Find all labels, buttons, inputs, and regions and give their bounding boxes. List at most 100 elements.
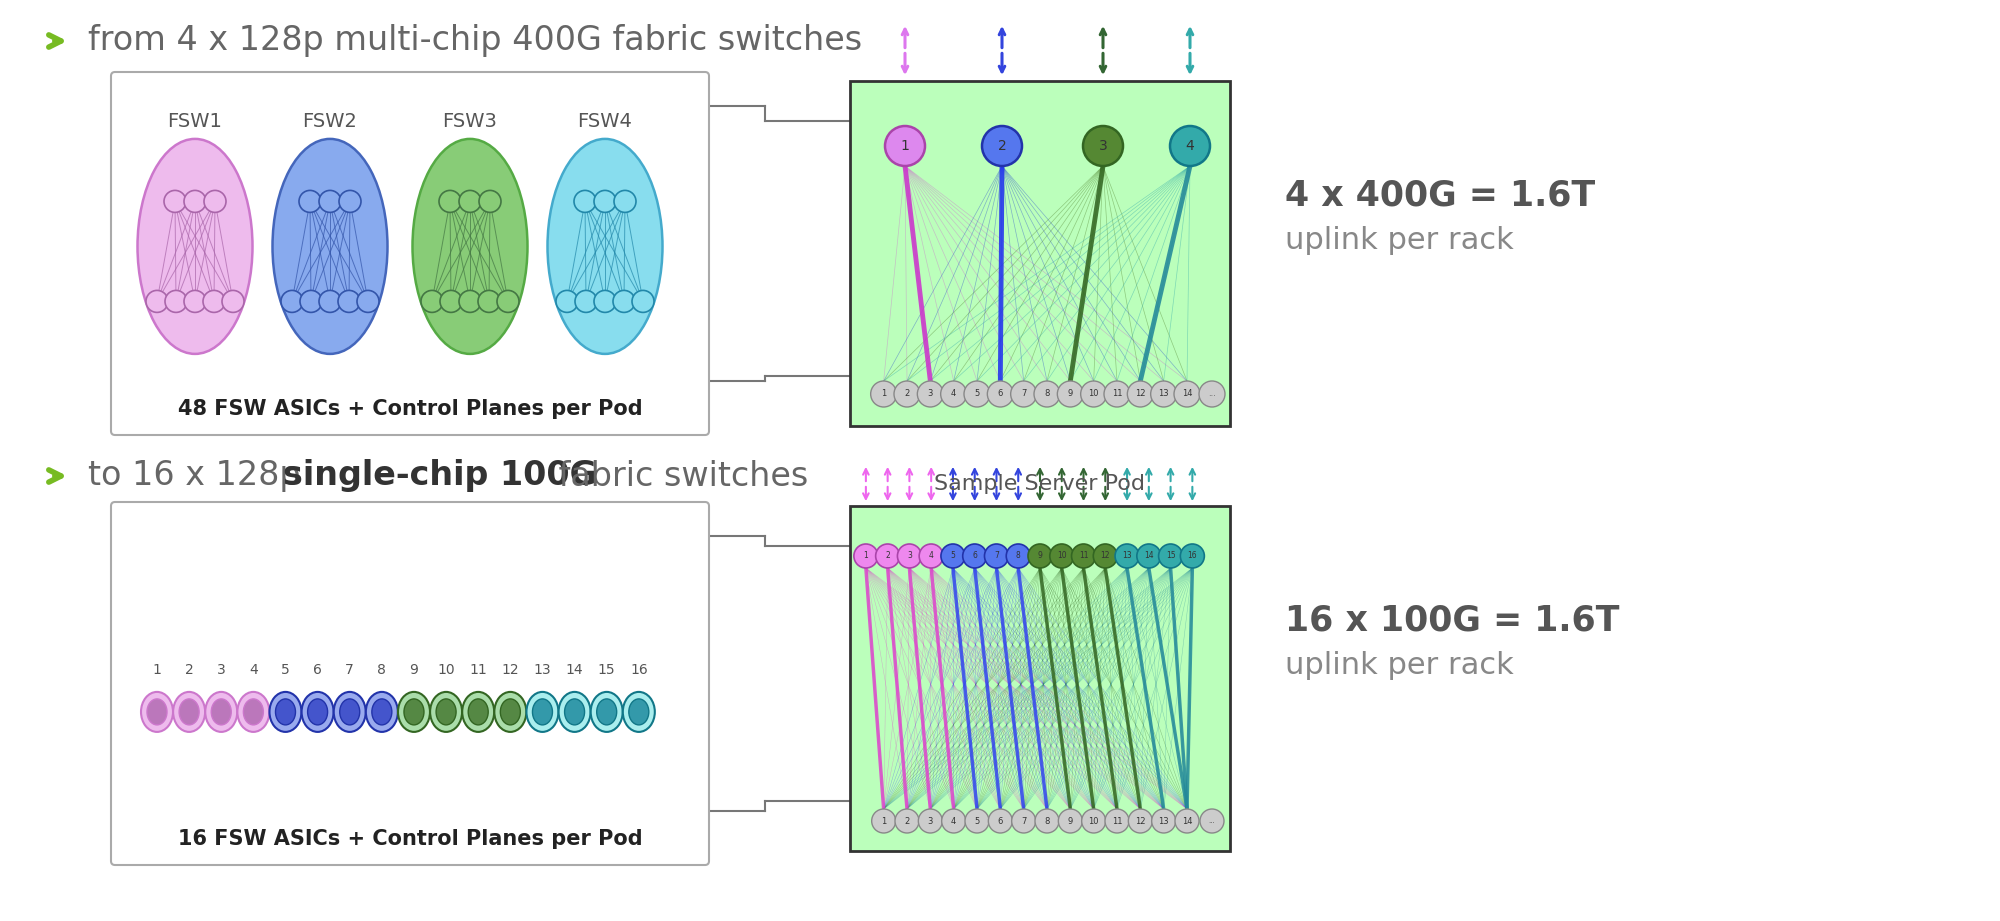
Circle shape	[574, 191, 596, 213]
Text: 14: 14	[1182, 817, 1192, 825]
Circle shape	[1058, 381, 1084, 407]
Ellipse shape	[244, 699, 264, 725]
Text: 13: 13	[1122, 552, 1132, 561]
Circle shape	[1080, 381, 1106, 407]
Text: 8: 8	[1044, 390, 1050, 399]
Text: to 16 x 128p: to 16 x 128p	[88, 460, 312, 493]
Circle shape	[576, 290, 596, 312]
FancyBboxPatch shape	[850, 81, 1230, 426]
Ellipse shape	[628, 699, 648, 725]
Ellipse shape	[436, 699, 456, 725]
Circle shape	[894, 381, 920, 407]
Text: 16: 16	[1188, 552, 1198, 561]
Circle shape	[164, 290, 188, 312]
Text: FSW4: FSW4	[578, 111, 632, 131]
Text: 1: 1	[152, 663, 162, 677]
Text: 7: 7	[1020, 390, 1026, 399]
Ellipse shape	[180, 699, 200, 725]
Text: 5: 5	[974, 817, 980, 825]
Text: 4: 4	[928, 552, 934, 561]
Text: 1: 1	[882, 817, 886, 825]
FancyBboxPatch shape	[112, 502, 708, 865]
Text: 11: 11	[1112, 817, 1122, 825]
Text: FSW2: FSW2	[302, 111, 358, 131]
Text: 15: 15	[1166, 552, 1176, 561]
Text: 9: 9	[1068, 390, 1072, 399]
Text: FSW1: FSW1	[168, 111, 222, 131]
Circle shape	[1200, 381, 1224, 407]
Text: 16 FSW ASICs + Control Planes per Pod: 16 FSW ASICs + Control Planes per Pod	[178, 829, 642, 849]
Circle shape	[1136, 544, 1160, 568]
Circle shape	[920, 544, 944, 568]
Circle shape	[300, 191, 320, 213]
Circle shape	[222, 290, 244, 312]
Circle shape	[870, 381, 896, 407]
Circle shape	[1128, 809, 1152, 833]
Text: FSW3: FSW3	[442, 111, 498, 131]
Circle shape	[146, 290, 168, 312]
Circle shape	[1010, 381, 1036, 407]
Circle shape	[356, 290, 380, 312]
Circle shape	[632, 290, 654, 312]
Text: 9: 9	[1038, 552, 1042, 561]
Text: 15: 15	[598, 663, 616, 677]
Ellipse shape	[412, 139, 528, 354]
Ellipse shape	[140, 692, 174, 732]
Circle shape	[300, 290, 322, 312]
Circle shape	[1028, 544, 1052, 568]
Ellipse shape	[334, 692, 366, 732]
Circle shape	[1174, 381, 1200, 407]
Circle shape	[480, 191, 500, 213]
Text: 6: 6	[972, 552, 978, 561]
Ellipse shape	[404, 699, 424, 725]
Circle shape	[988, 809, 1012, 833]
Circle shape	[1150, 381, 1176, 407]
Ellipse shape	[238, 692, 270, 732]
Circle shape	[918, 381, 944, 407]
Circle shape	[204, 191, 226, 213]
Ellipse shape	[206, 692, 238, 732]
Text: 5: 5	[950, 552, 956, 561]
Text: ...: ...	[1208, 818, 1216, 824]
Circle shape	[1176, 809, 1200, 833]
Ellipse shape	[174, 692, 206, 732]
Circle shape	[1158, 544, 1182, 568]
Circle shape	[884, 126, 924, 166]
Ellipse shape	[500, 699, 520, 725]
Circle shape	[1058, 809, 1082, 833]
Circle shape	[340, 191, 360, 213]
Circle shape	[1050, 544, 1074, 568]
Text: fabric switches: fabric switches	[548, 460, 808, 493]
Circle shape	[184, 191, 206, 213]
Circle shape	[896, 809, 920, 833]
Circle shape	[496, 290, 520, 312]
Text: 14: 14	[1144, 552, 1154, 561]
Circle shape	[1084, 126, 1124, 166]
Text: 11: 11	[470, 663, 488, 677]
Text: 2: 2	[904, 817, 910, 825]
Circle shape	[1104, 381, 1130, 407]
Text: 6: 6	[998, 817, 1004, 825]
Text: 2: 2	[184, 663, 194, 677]
Circle shape	[478, 290, 500, 312]
Ellipse shape	[462, 692, 494, 732]
Circle shape	[1034, 381, 1060, 407]
Circle shape	[962, 544, 986, 568]
Ellipse shape	[372, 699, 392, 725]
Circle shape	[1200, 809, 1224, 833]
Ellipse shape	[590, 692, 622, 732]
Ellipse shape	[548, 139, 662, 354]
Ellipse shape	[468, 699, 488, 725]
Text: uplink per rack: uplink per rack	[1284, 227, 1514, 255]
Circle shape	[1180, 544, 1204, 568]
Text: 10: 10	[1056, 552, 1066, 561]
Circle shape	[204, 290, 224, 312]
Text: 4: 4	[1186, 139, 1194, 153]
Text: 4: 4	[952, 390, 956, 399]
Text: ...: ...	[1208, 390, 1216, 399]
Ellipse shape	[272, 139, 388, 354]
Text: 3: 3	[928, 390, 934, 399]
Circle shape	[1128, 381, 1154, 407]
Text: 11: 11	[1112, 390, 1122, 399]
FancyBboxPatch shape	[850, 506, 1230, 851]
